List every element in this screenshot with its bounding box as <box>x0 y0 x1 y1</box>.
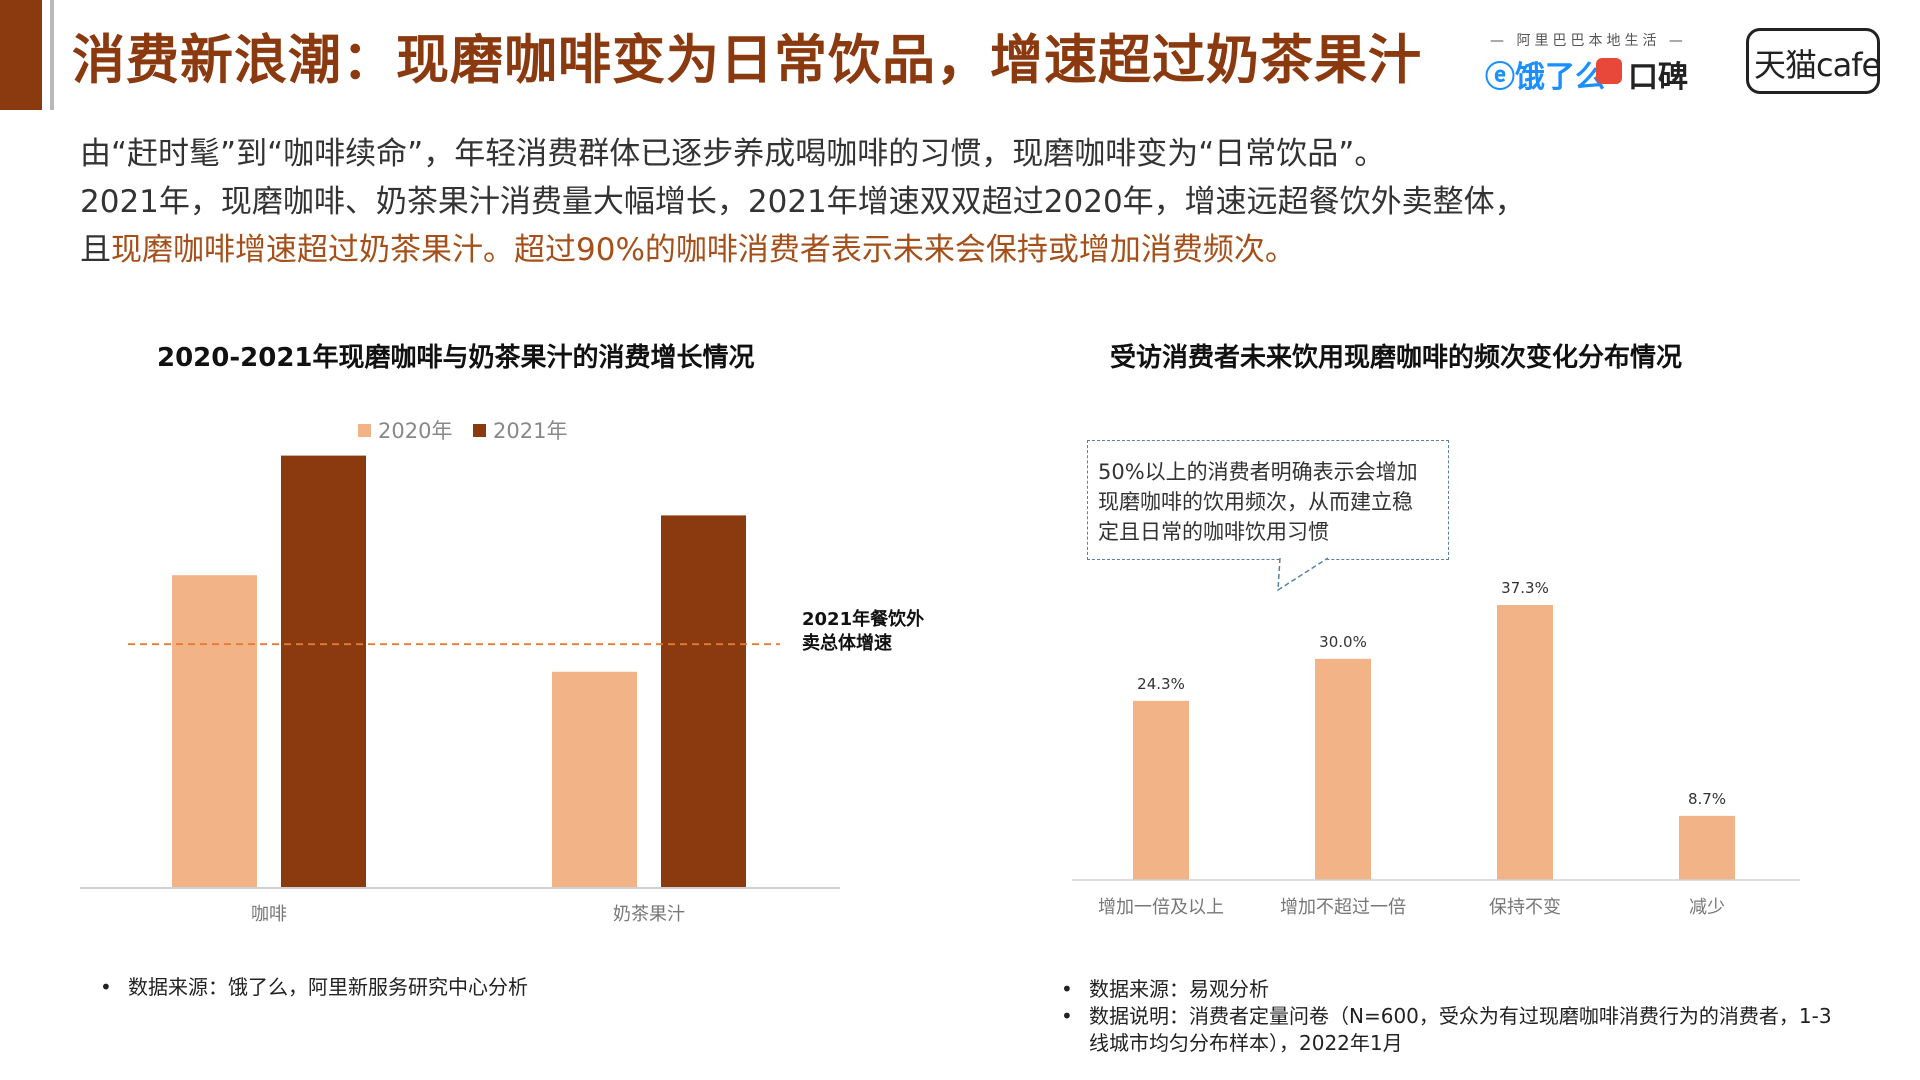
bar <box>281 455 366 888</box>
data-label: 37.3% <box>1501 579 1549 597</box>
page-title: 消费新浪潮：现磨咖啡变为日常饮品，增速超过奶茶果汁 <box>72 30 1422 91</box>
reference-label: 2021年餐饮外 <box>802 608 924 630</box>
category-label: 增加不超过一倍 <box>1280 897 1406 918</box>
tmall-cafe-logo: 天猫cafe <box>1754 46 1881 84</box>
ali-local-life-logo: — 阿里巴巴本地生活 — <box>1490 33 1687 49</box>
bullet-icon: • <box>1061 1004 1073 1028</box>
eleme-logo-text: 饿了么 <box>1515 60 1605 95</box>
eleme-logo: ⓔ饿了么 <box>1485 60 1605 95</box>
bar <box>1133 700 1189 880</box>
bar <box>1315 658 1371 880</box>
data-label: 8.7% <box>1688 790 1726 808</box>
intro-line-1: 由“赶时髦”到“咖啡续命”，年轻消费群体已逐步养成喝咖啡的习惯，现磨咖啡变为“日… <box>80 136 1386 172</box>
intro-line-3-highlight: 现磨咖啡增速超过奶茶果汁。超过90%的咖啡消费者表示未来会保持或增加消费频次。 <box>111 232 1296 268</box>
bullet-icon: • <box>1061 977 1073 1001</box>
koubei-logo: 口碑 <box>1628 60 1688 95</box>
category-label: 增加一倍及以上 <box>1098 897 1224 918</box>
right-source-3: 线城市均匀分布样本），2022年1月 <box>1089 1031 1403 1055</box>
right-source-1-text: 数据来源：易观分析 <box>1089 977 1269 1001</box>
intro-line-3-prefix: 且 <box>80 232 111 268</box>
annotation-line-3: 定且日常的咖啡饮用习惯 <box>1098 520 1329 544</box>
category-label: 保持不变 <box>1489 897 1561 918</box>
data-label: 30.0% <box>1319 633 1367 651</box>
right-source-1: • 数据来源：易观分析 <box>1061 973 1269 1002</box>
data-label: 24.3% <box>1137 675 1185 693</box>
reference-label: 卖总体增速 <box>802 632 892 654</box>
bar <box>172 575 257 888</box>
tmall-cafe-logo-frame <box>1746 28 1880 94</box>
left-source-text: 数据来源：饿了么，阿里新服务研究中心分析 <box>128 975 528 999</box>
legend-label: 2020年 <box>378 419 452 443</box>
intro-line-2: 2021年，现磨咖啡、奶茶果汁消费量大幅增长，2021年增速双双超过2020年，… <box>80 184 1526 220</box>
header-accent-line <box>50 0 54 110</box>
right-chart-title: 受访消费者未来饮用现磨咖啡的频次变化分布情况 <box>1110 343 1683 373</box>
left-source: • 数据来源：饿了么，阿里新服务研究中心分析 <box>100 971 528 1000</box>
annotation-line-2: 现磨咖啡的饮用频次，从而建立稳 <box>1098 490 1413 514</box>
bar <box>661 515 746 888</box>
header-accent-bar <box>0 0 42 110</box>
right-source-2-text: 数据说明：消费者定量问卷（N=600，受众为有过现磨咖啡消费行为的消费者，1-3 <box>1089 1004 1832 1028</box>
legend-swatch <box>473 424 486 437</box>
right-source-2: • 数据说明：消费者定量问卷（N=600，受众为有过现磨咖啡消费行为的消费者，1-… <box>1061 1000 1832 1029</box>
bar <box>552 671 637 888</box>
left-chart-title: 2020-2021年现磨咖啡与奶茶果汁的消费增长情况 <box>157 343 755 373</box>
koubei-icon <box>1596 58 1622 84</box>
bar <box>1497 605 1553 880</box>
bar <box>1679 815 1735 880</box>
annotation-pointer <box>1277 557 1329 592</box>
legend-label: 2021年 <box>493 419 567 443</box>
annotation-callout: 50%以上的消费者明确表示会增加 现磨咖啡的饮用频次，从而建立稳 定且日常的咖啡… <box>1087 440 1449 560</box>
category-label: 减少 <box>1689 897 1725 918</box>
right-bar-chart: 24.3% 增加一倍及以上 30.0% 增加不超过一倍 37.3% 保持不变 8.7% 减少 <box>1072 579 1800 918</box>
annotation-line-1: 50%以上的消费者明确表示会增加 <box>1098 460 1418 484</box>
category-label: 奶茶果汁 <box>613 904 685 925</box>
intro-line-3: 且现磨咖啡增速超过奶茶果汁。超过90%的咖啡消费者表示未来会保持或增加消费频次。 <box>80 224 1296 269</box>
legend-swatch <box>358 424 371 437</box>
bullet-icon: • <box>100 975 112 999</box>
category-label: 咖啡 <box>251 904 287 925</box>
